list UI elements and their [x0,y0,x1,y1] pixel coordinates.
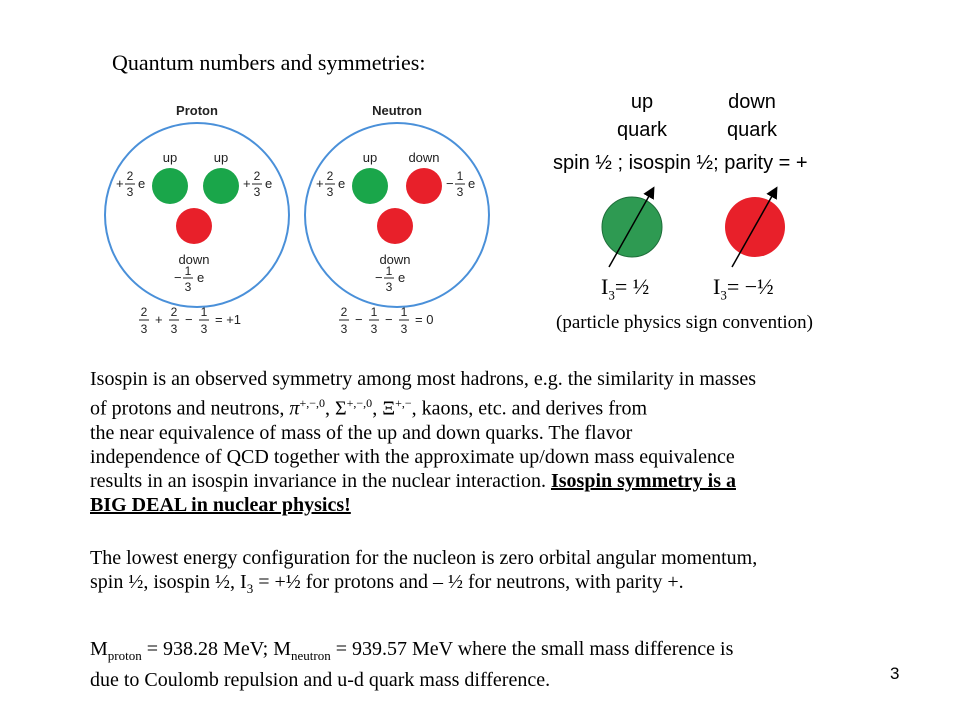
proton-right-num: 2 [254,169,261,183]
proton-down-quark [176,208,212,244]
svg-text:3: 3 [171,322,178,336]
neutron-outline [304,122,490,308]
down-quark-label-line1: down [728,91,776,113]
proton-left-sign: + [116,176,124,191]
neutron-up-quark [352,168,388,204]
emphasis-text-2: BIG DEAL in nuclear physics! [90,493,351,516]
svg-text:3: 3 [457,185,464,199]
svg-text:1: 1 [371,305,378,319]
proton-diagram: Proton up up + 2 3 e + 2 3 e down − 1 3 … [104,103,290,336]
neutron-down-quark-bottom [377,208,413,244]
down-quark-label: down quark [702,88,802,144]
neutron-sum-result: = 0 [415,312,433,327]
up-quark-label-line2: quark [616,119,668,141]
svg-text:2: 2 [341,305,348,319]
svg-text:3: 3 [386,280,393,294]
svg-text:−: − [375,270,383,285]
neutron-down-quark-right [406,168,442,204]
svg-text:−: − [355,312,363,327]
proton-right-unit: e [265,176,272,191]
down-quark-i3: I3= −½ [713,274,774,303]
up-quark-spin-arrow [608,186,655,268]
proton-up-quark-right [203,168,239,204]
svg-text:1: 1 [201,305,208,319]
svg-text:e: e [398,270,405,285]
proton-bottom-den: 3 [185,280,192,294]
proton-title: Proton [176,103,218,118]
proton-bottom-num: 1 [185,264,192,278]
nucleon-diagram: Proton up up + 2 3 e + 2 3 e down − 1 3 … [104,103,490,336]
svg-text:+: + [316,176,324,191]
svg-text:2: 2 [141,305,148,319]
emphasis-text: Isospin symmetry is a [550,469,736,492]
up-quark-i3: I3= ½ [601,274,650,303]
svg-text:3: 3 [327,185,334,199]
sign-convention-note: (particle physics sign convention) [556,312,813,333]
svg-text:−: − [385,312,393,327]
svg-text:3: 3 [201,322,208,336]
svg-text:3: 3 [141,322,148,336]
proton-right-quark-label: up [214,150,228,165]
proton-bottom-sign: − [174,270,182,285]
svg-text:2: 2 [327,169,334,183]
svg-text:−: − [185,312,193,327]
neutron-right-quark-label: down [408,150,439,165]
svg-text:−: − [446,176,454,191]
proton-bottom-quark-label: down [178,252,209,267]
svg-text:3: 3 [401,322,408,336]
proton-sum-result: = +1 [215,312,241,327]
slide-heading: Quantum numbers and symmetries: [112,50,426,75]
proton-right-sign: + [243,176,251,191]
proton-left-den: 3 [127,185,134,199]
neutron-title: Neutron [372,103,422,118]
svg-text:1: 1 [457,169,464,183]
proton-right-den: 3 [254,185,261,199]
svg-text:1: 1 [386,264,393,278]
svg-text:3: 3 [341,322,348,336]
neutron-left-quark-label: up [363,150,377,165]
svg-text:1: 1 [401,305,408,319]
quark-spin-diagram [601,186,785,268]
svg-text:2: 2 [171,305,178,319]
proton-bottom-unit: e [197,270,204,285]
proton-left-quark-label: up [163,150,177,165]
proton-left-unit: e [138,176,145,191]
svg-text:e: e [338,176,345,191]
proton-outline [104,122,290,308]
up-quark-label: up quark [592,88,692,144]
neutron-bottom-quark-label: down [379,252,410,267]
nucleon-configuration-paragraph: The lowest energy configuration for the … [90,547,758,596]
down-quark-label-line2: quark [726,119,778,141]
svg-text:+: + [155,312,163,327]
svg-text:e: e [468,176,475,191]
proton-up-quark-left [152,168,188,204]
down-quark-spin-arrow [731,186,778,268]
mass-difference-paragraph: Mproton = 938.28 MeV; Mneutron = 939.57 … [90,638,734,691]
up-quark-label-line1: up [630,91,654,113]
svg-text:3: 3 [371,322,378,336]
quark-quantum-numbers: spin ½ ; isospin ½; parity = + [553,152,808,174]
neutron-diagram: Neutron up down + 2 3 e − 1 3 e down − 1… [304,103,490,336]
isospin-paragraph: Isospin is an observed symmetry among mo… [90,368,757,516]
proton-left-num: 2 [127,169,134,183]
page-number: 3 [890,664,900,683]
